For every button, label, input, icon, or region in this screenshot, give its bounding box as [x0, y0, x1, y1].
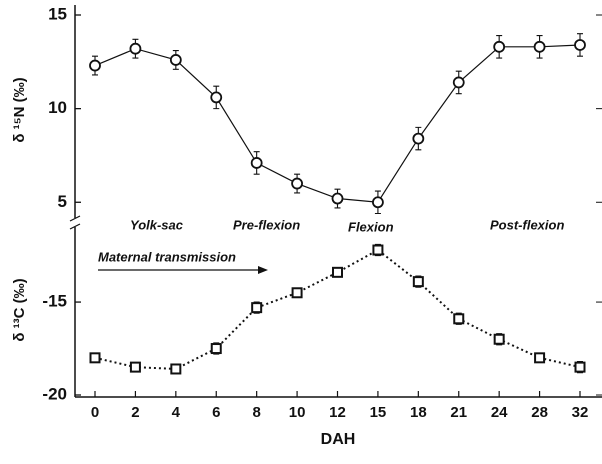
y-tick-label: 10	[48, 98, 67, 117]
y-label-bottom: δ ¹³C (‰)	[11, 278, 28, 341]
x-tick-label: 10	[289, 404, 306, 421]
x-tick-label: 24	[491, 404, 508, 421]
x-tick-label: 4	[172, 404, 181, 421]
point	[89, 59, 101, 72]
annotation: Pre-flexion	[233, 217, 300, 232]
point	[574, 39, 586, 51]
x-tick-label: 12	[329, 404, 346, 421]
point	[129, 42, 142, 55]
point	[372, 196, 384, 209]
annotation: Flexion	[348, 219, 394, 234]
arrow-head	[258, 266, 268, 274]
annotation: Maternal transmission	[98, 249, 236, 264]
point	[129, 361, 141, 373]
point	[412, 132, 425, 145]
point	[291, 177, 303, 190]
series-line	[94, 44, 581, 203]
axis-break	[69, 223, 81, 230]
point	[493, 333, 505, 345]
axis-break	[69, 215, 81, 222]
point	[331, 192, 344, 205]
y-label-top: δ ¹⁵N (‰)	[11, 77, 28, 142]
y-tick-label: 5	[58, 192, 67, 211]
point	[250, 157, 263, 169]
point	[574, 361, 586, 373]
point	[493, 40, 506, 53]
y-tick-label: 15	[48, 4, 67, 23]
point	[332, 266, 343, 278]
point	[452, 76, 465, 89]
point	[453, 313, 465, 325]
x-tick-label: 28	[531, 404, 548, 421]
y-tick-label: -20	[42, 384, 67, 403]
point	[291, 287, 303, 299]
x-tick-label: 0	[91, 404, 99, 421]
annotation: Yolk-sac	[130, 217, 184, 232]
point	[169, 54, 182, 66]
point	[89, 352, 101, 364]
y-tick-label: -15	[42, 292, 67, 311]
point	[210, 343, 222, 355]
point	[372, 244, 384, 256]
x-tick-label: 18	[410, 404, 427, 421]
x-label: DAH	[321, 431, 356, 448]
x-tick-label: 21	[450, 404, 467, 421]
x-tick-label: 6	[212, 404, 220, 421]
x-tick-label: 2	[131, 404, 139, 421]
x-tick-label: 8	[252, 404, 260, 421]
point	[534, 352, 546, 364]
point	[412, 276, 424, 288]
point	[170, 363, 182, 375]
x-tick-label: 32	[572, 404, 589, 421]
annotation: Post-flexion	[490, 217, 564, 232]
x-tick-label: 15	[370, 404, 387, 421]
point	[210, 91, 223, 104]
point	[251, 302, 263, 314]
point	[533, 40, 546, 53]
